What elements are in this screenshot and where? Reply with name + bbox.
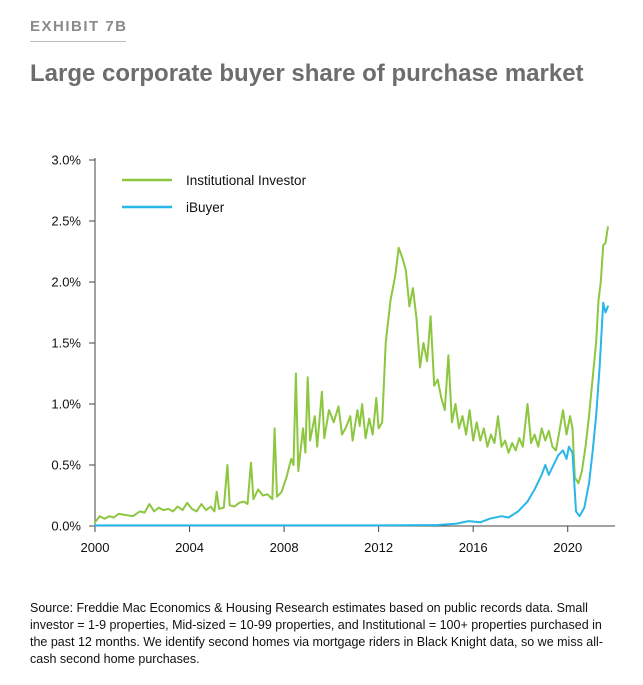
series-line-ibuyer (94, 301, 609, 527)
chart-axes: 0.0% 0.5% 1.0% 1.5% 2.0% 2.5% 3.0% 2000 2004 2008… (51, 153, 615, 555)
y-tick-label: 2.5% (51, 214, 81, 229)
line-chart: 0.0% 0.5% 1.0% 1.5% 2.0% 2.5% 3.0% 2000 2004 2008… (51, 153, 615, 555)
chart-legend: Institutional Investor iBuyer (122, 173, 307, 215)
x-tick-label: 2004 (175, 540, 204, 555)
x-tick-label: 2016 (459, 540, 488, 555)
x-tick-label: 2000 (81, 540, 110, 555)
x-tick-label: 2008 (270, 540, 299, 555)
legend-label: Institutional Investor (186, 173, 307, 188)
x-tick-label: 2020 (553, 540, 582, 555)
exhibit-divider (30, 41, 126, 42)
series-line-institutional-investor (94, 226, 609, 524)
y-tick-label: 1.0% (51, 397, 81, 412)
y-tick-label: 2.0% (51, 275, 81, 290)
y-tick-label: 3.0% (51, 153, 81, 168)
chart-series (94, 226, 609, 527)
y-tick-label: 1.5% (51, 336, 81, 351)
chart-title: Large corporate buyer share of purchase … (30, 60, 584, 87)
y-tick-label: 0.5% (51, 458, 81, 473)
source-note: Source: Freddie Mac Economics & Housing … (30, 601, 603, 666)
exhibit-label: EXHIBIT 7B (30, 18, 128, 35)
legend-label: iBuyer (186, 200, 225, 215)
x-tick-label: 2012 (364, 540, 393, 555)
y-tick-label: 0.0% (51, 519, 81, 534)
